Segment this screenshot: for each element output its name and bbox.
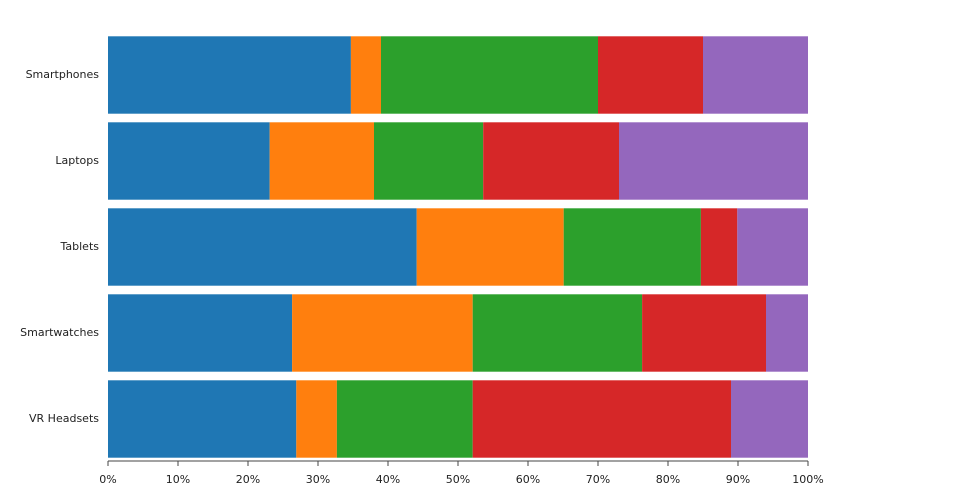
- bar-segment: [108, 208, 417, 286]
- bar-segment: [381, 36, 598, 114]
- bar-segment: [472, 380, 731, 458]
- x-tick-label: 0%: [99, 473, 116, 486]
- bar-segment: [472, 294, 643, 372]
- bar-segment: [296, 380, 337, 458]
- bar-segment: [700, 208, 738, 286]
- x-tick-label: 100%: [792, 473, 823, 486]
- x-tick-label: 50%: [446, 473, 470, 486]
- x-tick-label: 90%: [726, 473, 750, 486]
- y-tick-label: Smartwatches: [20, 326, 99, 339]
- x-tick-label: 70%: [586, 473, 610, 486]
- bar-segment: [737, 208, 808, 286]
- bar-segment: [269, 122, 374, 200]
- bar-segment: [563, 208, 701, 286]
- bar-segment: [374, 122, 484, 200]
- x-tick-label: 80%: [656, 473, 680, 486]
- x-tick-label: 10%: [166, 473, 190, 486]
- x-tick-label: 30%: [306, 473, 330, 486]
- bar-segment: [766, 294, 808, 372]
- bar-segment: [336, 380, 473, 458]
- bar-segment: [483, 122, 619, 200]
- bar-segment: [642, 294, 766, 372]
- bar-segment: [108, 36, 351, 114]
- x-tick-label: 60%: [516, 473, 540, 486]
- bar-segment: [292, 294, 473, 372]
- bar-segment: [108, 122, 270, 200]
- bar-segment: [108, 380, 297, 458]
- y-tick-label: Laptops: [55, 154, 99, 167]
- x-tick-label: 20%: [236, 473, 260, 486]
- bar-segment: [703, 36, 808, 114]
- bar-segment: [731, 380, 808, 458]
- y-tick-label: Smartphones: [26, 68, 100, 81]
- bar-segment: [619, 122, 808, 200]
- bar-segment: [416, 208, 564, 286]
- y-tick-label: Tablets: [60, 240, 100, 253]
- x-tick-label: 40%: [376, 473, 400, 486]
- bar-segment: [598, 36, 703, 114]
- bar-segment: [350, 36, 381, 114]
- y-tick-label: VR Headsets: [29, 412, 99, 425]
- bar-segment: [108, 294, 293, 372]
